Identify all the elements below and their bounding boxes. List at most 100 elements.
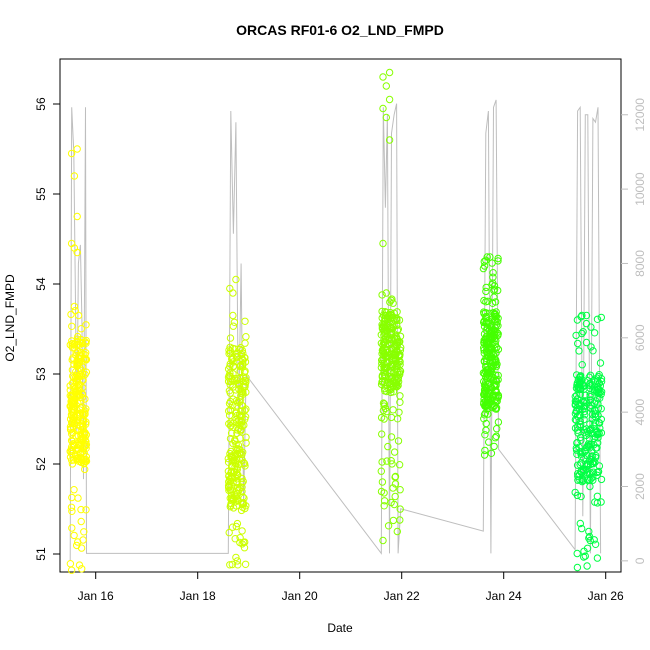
data-point <box>241 367 249 375</box>
data-point <box>491 434 499 442</box>
data-point <box>387 296 395 304</box>
data-point <box>77 544 86 552</box>
data-point <box>593 377 602 385</box>
data-point <box>387 344 396 352</box>
data-point <box>590 536 598 544</box>
data-point <box>579 328 587 336</box>
data-point <box>391 349 399 357</box>
data-point <box>78 416 87 425</box>
data-point <box>233 463 241 471</box>
data-point-outlier <box>229 289 237 297</box>
data-point <box>592 444 600 452</box>
x-tick-label: Jan 18 <box>180 589 216 603</box>
data-point <box>231 535 239 543</box>
data-point <box>233 374 242 383</box>
flight-series-rf05 <box>571 311 606 572</box>
data-point <box>590 434 598 442</box>
points-layer <box>66 68 606 574</box>
data-point <box>581 552 589 560</box>
data-point <box>78 565 86 573</box>
data-point <box>239 356 247 365</box>
data-point <box>229 395 237 403</box>
data-point <box>586 371 595 379</box>
data-point <box>74 454 82 462</box>
data-point <box>74 444 82 452</box>
data-point <box>388 460 396 468</box>
data-point <box>574 339 582 348</box>
data-point <box>573 461 582 469</box>
data-point <box>576 519 584 528</box>
data-point <box>226 434 235 443</box>
data-point <box>481 431 489 439</box>
data-point-outlier <box>578 311 586 320</box>
data-point <box>584 461 592 469</box>
data-point <box>241 462 249 470</box>
data-point <box>384 442 392 451</box>
data-point <box>234 561 242 569</box>
data-point <box>585 381 593 389</box>
y2-tick-label: 10000 <box>633 172 647 206</box>
data-point <box>377 467 385 475</box>
data-point <box>74 359 83 367</box>
data-point <box>594 400 602 408</box>
data-point <box>74 311 83 320</box>
data-point <box>484 396 492 405</box>
data-point <box>77 517 85 526</box>
data-point <box>591 433 600 441</box>
data-point <box>378 373 386 381</box>
data-point <box>595 379 603 387</box>
data-point <box>484 368 492 377</box>
data-point <box>482 283 490 292</box>
data-point <box>229 370 237 378</box>
data-point <box>235 420 243 428</box>
data-point <box>381 324 390 333</box>
flight-series-rf02 <box>224 275 250 569</box>
data-point <box>77 436 85 445</box>
data-point <box>591 458 599 467</box>
data-point <box>231 436 239 444</box>
data-point <box>68 379 77 387</box>
data-point <box>234 441 243 449</box>
y-tick-label: 55 <box>34 187 48 201</box>
data-point <box>226 347 235 355</box>
data-point <box>238 540 246 548</box>
data-point <box>229 322 238 330</box>
data-point <box>573 426 582 434</box>
data-point <box>390 448 399 456</box>
data-point <box>388 356 396 365</box>
data-point <box>595 462 604 470</box>
y2-tick-label: 4000 <box>633 398 647 425</box>
data-point <box>383 345 391 354</box>
data-point <box>79 445 88 453</box>
data-point <box>593 554 602 562</box>
data-point <box>242 433 250 441</box>
data-point <box>239 477 247 486</box>
data-point <box>378 478 387 486</box>
data-point <box>79 536 87 544</box>
chart-title: ORCAS RF01-6 O2_LND_FMPD <box>236 22 444 38</box>
data-point <box>581 391 589 399</box>
data-point <box>389 516 398 525</box>
data-point <box>591 418 599 427</box>
data-point <box>583 544 592 552</box>
data-point <box>74 494 82 502</box>
data-point <box>391 472 400 481</box>
data-point <box>227 486 235 494</box>
data-point <box>66 341 75 349</box>
data-point <box>575 347 583 355</box>
data-point <box>578 361 586 369</box>
data-point <box>480 318 488 326</box>
flight-series-rf04 <box>479 253 503 459</box>
data-point <box>591 498 599 506</box>
data-point <box>72 432 80 440</box>
data-point <box>228 523 237 531</box>
data-point-outlier <box>379 239 387 248</box>
data-point <box>576 390 584 399</box>
data-point <box>74 373 82 381</box>
x-tick-label: Jan 24 <box>486 589 522 603</box>
data-point-outlier <box>578 329 586 338</box>
data-point <box>70 486 78 494</box>
data-point <box>493 425 501 433</box>
data-point <box>484 393 492 401</box>
data-point <box>82 321 90 329</box>
